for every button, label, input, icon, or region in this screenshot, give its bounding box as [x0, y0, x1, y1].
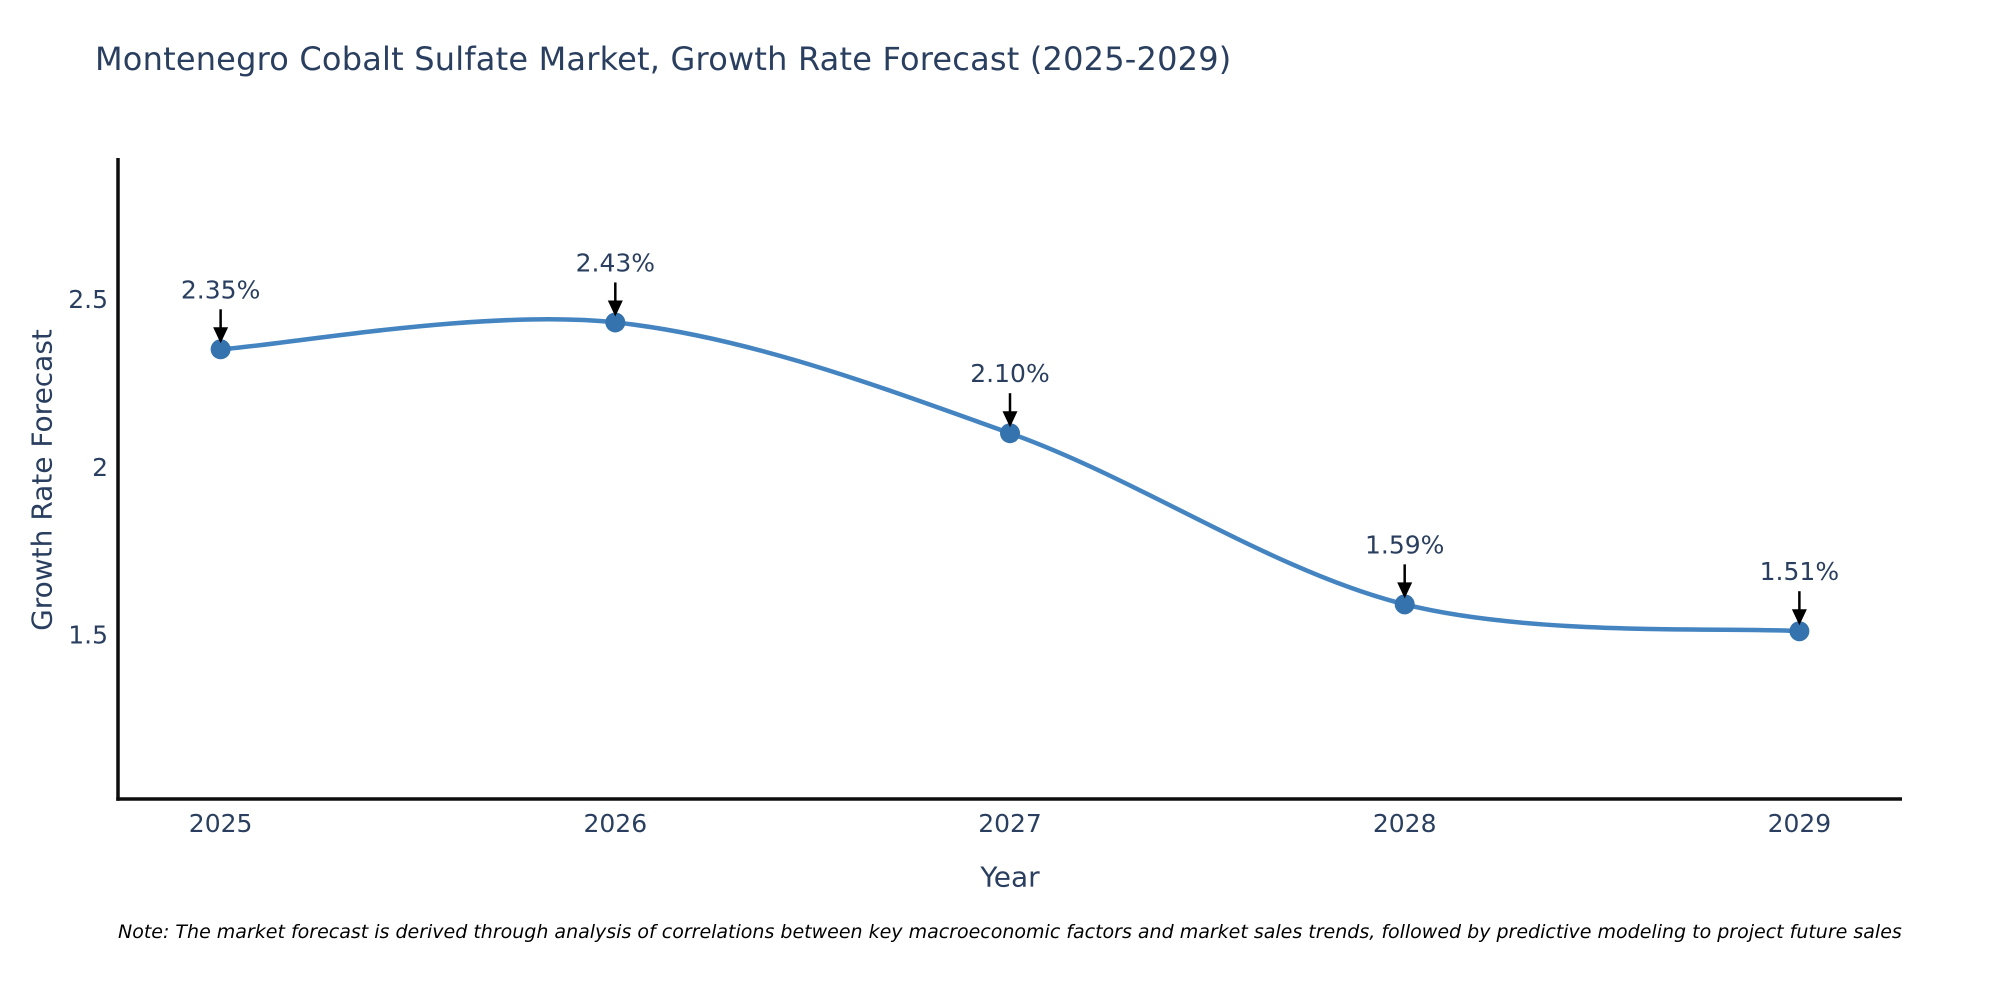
data-point-marker[interactable]	[1000, 423, 1020, 444]
x-tick-label: 2029	[1768, 809, 1832, 838]
annotation-arrowhead	[1791, 609, 1807, 626]
y-tick-label: 2	[92, 453, 108, 482]
x-tick-label: 2025	[189, 809, 253, 838]
annotation-arrowhead	[607, 300, 623, 317]
annotation-arrowhead	[1002, 411, 1018, 428]
x-tick-label: 2026	[583, 809, 647, 838]
chart-title: Montenegro Cobalt Sulfate Market, Growth…	[95, 40, 1232, 78]
annotation-label: 2.43%	[576, 248, 655, 277]
y-tick-label: 2.5	[68, 285, 108, 314]
data-point-marker[interactable]	[1789, 621, 1810, 642]
y-tick-label: 1.5	[68, 621, 108, 650]
x-tick-label: 2028	[1373, 809, 1437, 838]
x-axis-title: Year	[980, 860, 1040, 894]
data-point-marker[interactable]	[1394, 594, 1415, 615]
x-tick-label: 2027	[978, 809, 1042, 838]
annotation-label: 1.51%	[1760, 557, 1839, 586]
annotation-label: 1.59%	[1365, 530, 1444, 559]
annotation-label: 2.35%	[181, 275, 260, 304]
annotation-arrowhead	[213, 327, 229, 344]
annotation-label: 2.10%	[970, 359, 1049, 388]
annotation-arrowhead	[1397, 582, 1413, 599]
data-point-marker[interactable]	[210, 339, 231, 360]
data-point-marker[interactable]	[605, 312, 626, 333]
footnote: Note: The market forecast is derived thr…	[118, 921, 1902, 943]
